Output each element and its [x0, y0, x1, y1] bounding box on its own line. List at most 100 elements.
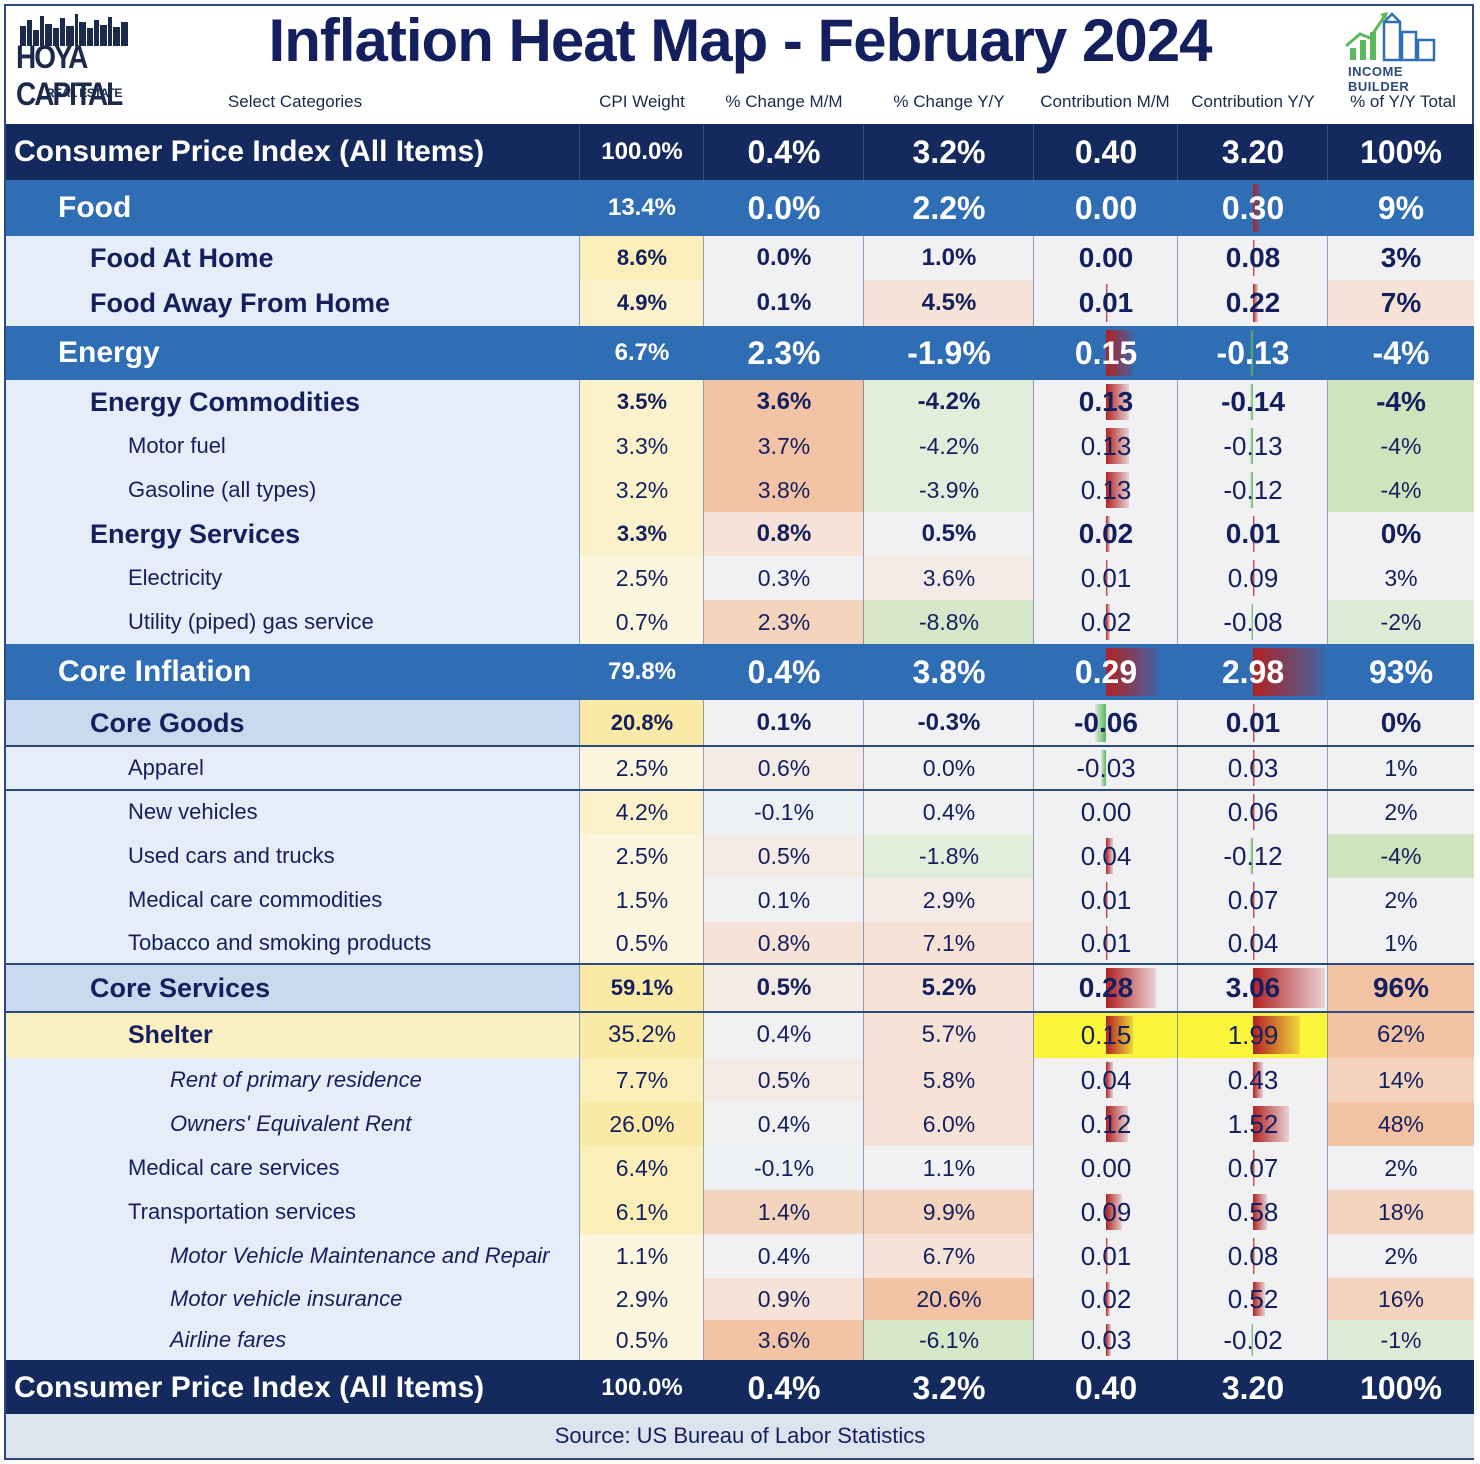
cell-value: 3.2% — [912, 1369, 986, 1406]
cell-cmm: 0.01 — [1034, 280, 1178, 326]
cell-cmm: 0.29 — [1034, 644, 1178, 700]
cell-cyy: 0.07 — [1178, 1146, 1328, 1190]
cell-value: 1.99 — [1227, 1019, 1279, 1050]
cell-yy: 5.2% — [864, 964, 1034, 1012]
cell-value: 0.6% — [757, 754, 811, 781]
cell-value: 3.6% — [757, 1326, 811, 1353]
cell-value: 13.4% — [607, 194, 677, 221]
cell-cmm: 0.15 — [1034, 326, 1178, 380]
category-label: Electricity — [6, 556, 580, 600]
contribution-bar — [1253, 184, 1261, 232]
cell-value: -4% — [1380, 476, 1422, 503]
cell-value: 79.8% — [607, 658, 677, 685]
cell-cyy: 3.20 — [1178, 1360, 1328, 1416]
cell-cyy: 0.30 — [1178, 180, 1328, 236]
contribution-bar — [1253, 882, 1255, 918]
table-row: Utility (piped) gas service 0.7% 2.3% -8.8%… — [6, 600, 1474, 644]
cell-pct: 18% — [1328, 1190, 1474, 1234]
source-footer: Source: US Bureau of Labor Statistics — [6, 1414, 1474, 1458]
cell-value: 0.5% — [615, 1326, 669, 1353]
table-row: Motor Vehicle Maintenance and Repair 1.1%… — [6, 1234, 1474, 1278]
cell-weight: 2.5% — [580, 746, 704, 790]
table-row: Core Services 59.1% 0.5% 5.2% 0.28 3.06 96% — [6, 964, 1474, 1012]
contribution-bar — [1106, 1194, 1123, 1230]
column-header-mm: % Change M/M — [725, 92, 843, 111]
cell-pct: 0% — [1328, 700, 1474, 746]
contribution-bar — [1095, 704, 1106, 742]
cell-value: -0.03 — [1076, 752, 1136, 783]
row-divider — [6, 745, 1474, 747]
cell-value: 0.7% — [615, 608, 669, 635]
table-row: Consumer Price Index (All Items) 100.0% 0.… — [6, 124, 1474, 180]
cell-cmm: 0.40 — [1034, 124, 1178, 180]
cell-value: -0.06 — [1074, 707, 1138, 738]
cell-value: 2.98 — [1221, 653, 1285, 690]
cell-value: 0.29 — [1074, 653, 1138, 690]
cell-value: -4.2% — [917, 388, 981, 415]
cell-pct: -4% — [1328, 424, 1474, 468]
cell-value: 0.01 — [1080, 927, 1132, 958]
cell-pct: -4% — [1328, 326, 1474, 380]
cell-weight: 100.0% — [580, 1360, 704, 1416]
cell-mm: 0.4% — [704, 1012, 864, 1058]
cell-yy: 3.2% — [864, 124, 1034, 180]
cell-value: 7% — [1380, 287, 1422, 318]
cell-value: 0.09 — [1080, 1196, 1132, 1227]
skyline-icon — [20, 14, 128, 46]
cell-value: 3.5% — [616, 389, 668, 414]
cell-pct: 9% — [1328, 180, 1474, 236]
cell-value: 0.12 — [1080, 1108, 1132, 1139]
category-label: Food At Home — [6, 236, 580, 280]
contribution-bar — [1106, 838, 1114, 874]
table-row: Motor fuel 3.3% 3.7% -4.2% 0.13 -0.13 -4% — [6, 424, 1474, 468]
cell-value: 0.5% — [757, 842, 811, 869]
cell-value: 0.15 — [1080, 1019, 1132, 1050]
cell-yy: 0.0% — [864, 746, 1034, 790]
cell-mm: 0.4% — [704, 1234, 864, 1278]
cell-yy: 7.1% — [864, 922, 1034, 964]
cell-pct: 1% — [1328, 746, 1474, 790]
cell-weight: 0.7% — [580, 600, 704, 644]
cell-value: 5.8% — [922, 1066, 976, 1093]
cell-cmm: 0.00 — [1034, 790, 1178, 834]
contribution-bar — [1253, 1062, 1264, 1098]
cell-value: 4.5% — [921, 289, 977, 316]
cell-cmm: 0.13 — [1034, 468, 1178, 512]
cell-cyy: 0.07 — [1178, 878, 1328, 922]
cell-value: 2.9% — [922, 886, 976, 913]
cell-value: 6.0% — [922, 1110, 976, 1137]
contribution-bar — [1250, 838, 1253, 874]
cell-value: 0.00 — [1080, 796, 1132, 827]
cell-value: 0.01 — [1225, 518, 1281, 549]
cell-value: 0.02 — [1080, 1283, 1132, 1314]
cell-yy: 5.8% — [864, 1058, 1034, 1102]
cell-value: 2% — [1384, 886, 1418, 913]
cell-weight: 3.2% — [580, 468, 704, 512]
cell-weight: 4.9% — [580, 280, 704, 326]
cell-value: 0.22 — [1225, 287, 1281, 318]
contribution-bar — [1106, 516, 1110, 552]
logo-subtitle: REAL ESTATE — [46, 86, 122, 100]
cell-value: 2.3% — [757, 608, 811, 635]
cell-value: 0.43 — [1227, 1064, 1279, 1095]
category-label: Rent of primary residence — [6, 1058, 580, 1102]
contribution-bar — [1106, 882, 1108, 918]
table-row: Gasoline (all types) 3.2% 3.8% -3.9% 0.13 -0.… — [6, 468, 1474, 512]
income-builder-logo: INCOME BUILDER — [1340, 8, 1450, 94]
cell-value: 9% — [1377, 189, 1425, 226]
cell-cyy: 1.99 — [1178, 1012, 1328, 1058]
cell-cyy: 0.08 — [1178, 236, 1328, 280]
cell-value: -0.1% — [753, 798, 815, 825]
cell-value: 0.04 — [1227, 927, 1279, 958]
cell-value: 2.2% — [912, 189, 986, 226]
cell-value: 1.52 — [1227, 1108, 1279, 1139]
contribution-bar — [1106, 1016, 1133, 1054]
cell-value: 3.3% — [615, 432, 669, 459]
column-header-weight: CPI Weight — [599, 92, 685, 111]
contribution-bar — [1106, 926, 1108, 960]
contribution-bar — [1249, 330, 1253, 376]
cell-value: 96% — [1372, 972, 1430, 1003]
cell-value: 3.20 — [1221, 133, 1285, 170]
cell-value: -4.2% — [918, 432, 980, 459]
contribution-bar — [1253, 794, 1255, 830]
